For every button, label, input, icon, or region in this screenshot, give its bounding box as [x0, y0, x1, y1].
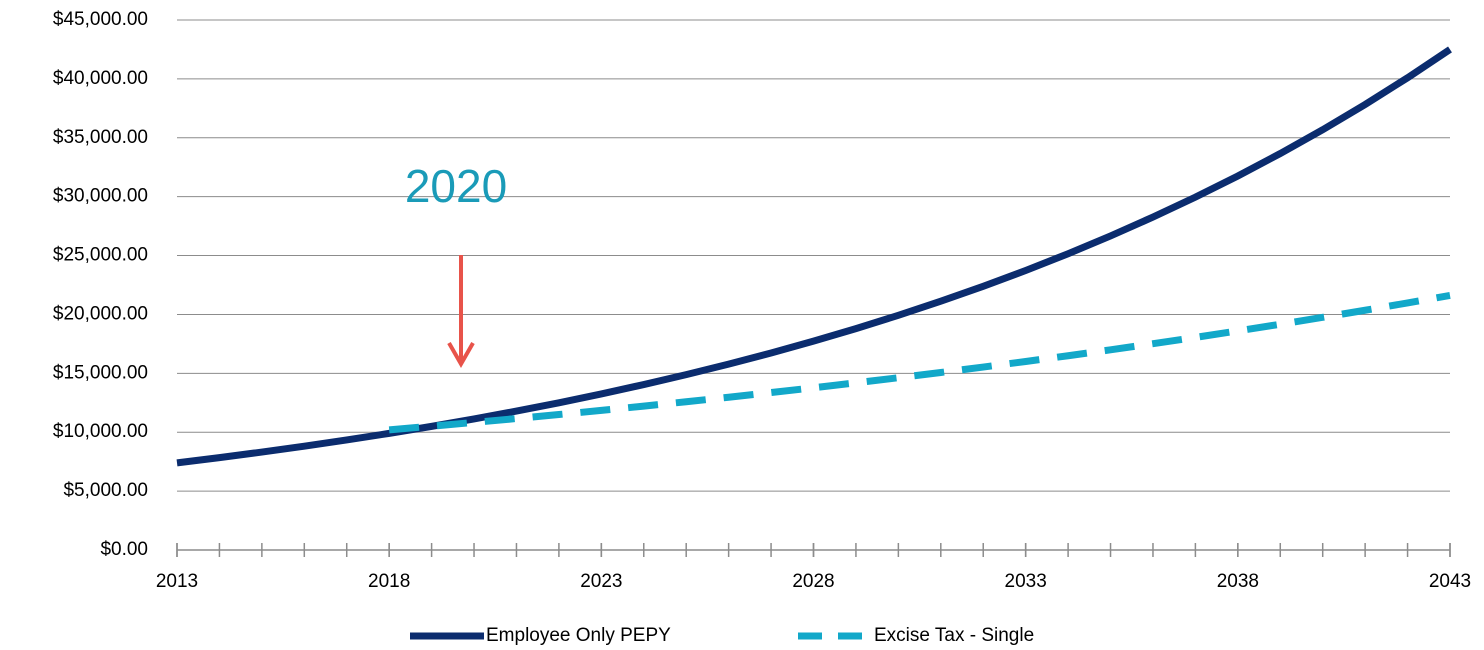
- series-line: [176, 46, 1452, 467]
- y-tick-label: $5,000.00: [63, 480, 148, 501]
- x-tick-label: 2023: [580, 571, 622, 592]
- x-tick-label: 2018: [368, 571, 410, 592]
- legend-label: Excise Tax - Single: [874, 625, 1034, 646]
- legend-label: Employee Only PEPY: [486, 625, 671, 646]
- y-tick-label: $45,000.00: [53, 9, 148, 30]
- y-tick-label: $0.00: [100, 539, 148, 560]
- series-line: [388, 291, 1451, 434]
- plot: $0.00 $5,000.00 $10,000.00 $15,000.00 $20,00…: [53, 9, 1471, 646]
- y-tick-label: $25,000.00: [53, 245, 148, 266]
- annotation: 2020: [405, 160, 507, 212]
- x-tick-label: 2043: [1429, 571, 1471, 592]
- y-tick-label: $15,000.00: [53, 362, 148, 383]
- x-tick-label: 2033: [1005, 571, 1047, 592]
- y-tick-label: $40,000.00: [53, 68, 148, 89]
- annotation-arrow: [447, 255, 475, 369]
- x-tick-label: 2013: [156, 571, 198, 592]
- y-tick-label: $10,000.00: [53, 421, 148, 442]
- y-tick-label: $30,000.00: [53, 186, 148, 207]
- y-tick-label: $20,000.00: [53, 303, 148, 324]
- y-tick-label: $35,000.00: [53, 127, 148, 148]
- x-tick-label: 2028: [792, 571, 834, 592]
- x-tick-label: 2038: [1217, 571, 1259, 592]
